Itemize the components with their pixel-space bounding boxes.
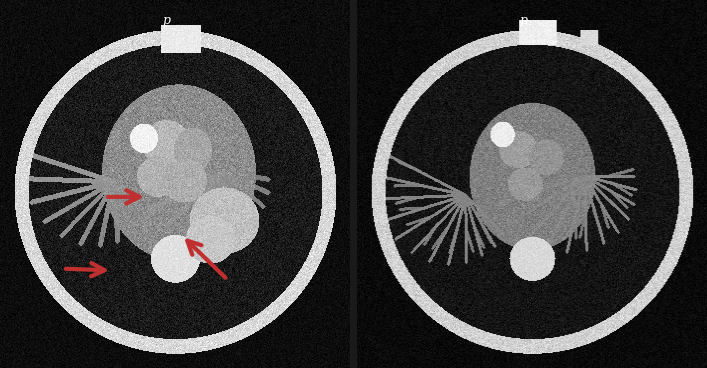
- Text: p: p: [519, 14, 527, 27]
- Text: p: p: [162, 14, 170, 27]
